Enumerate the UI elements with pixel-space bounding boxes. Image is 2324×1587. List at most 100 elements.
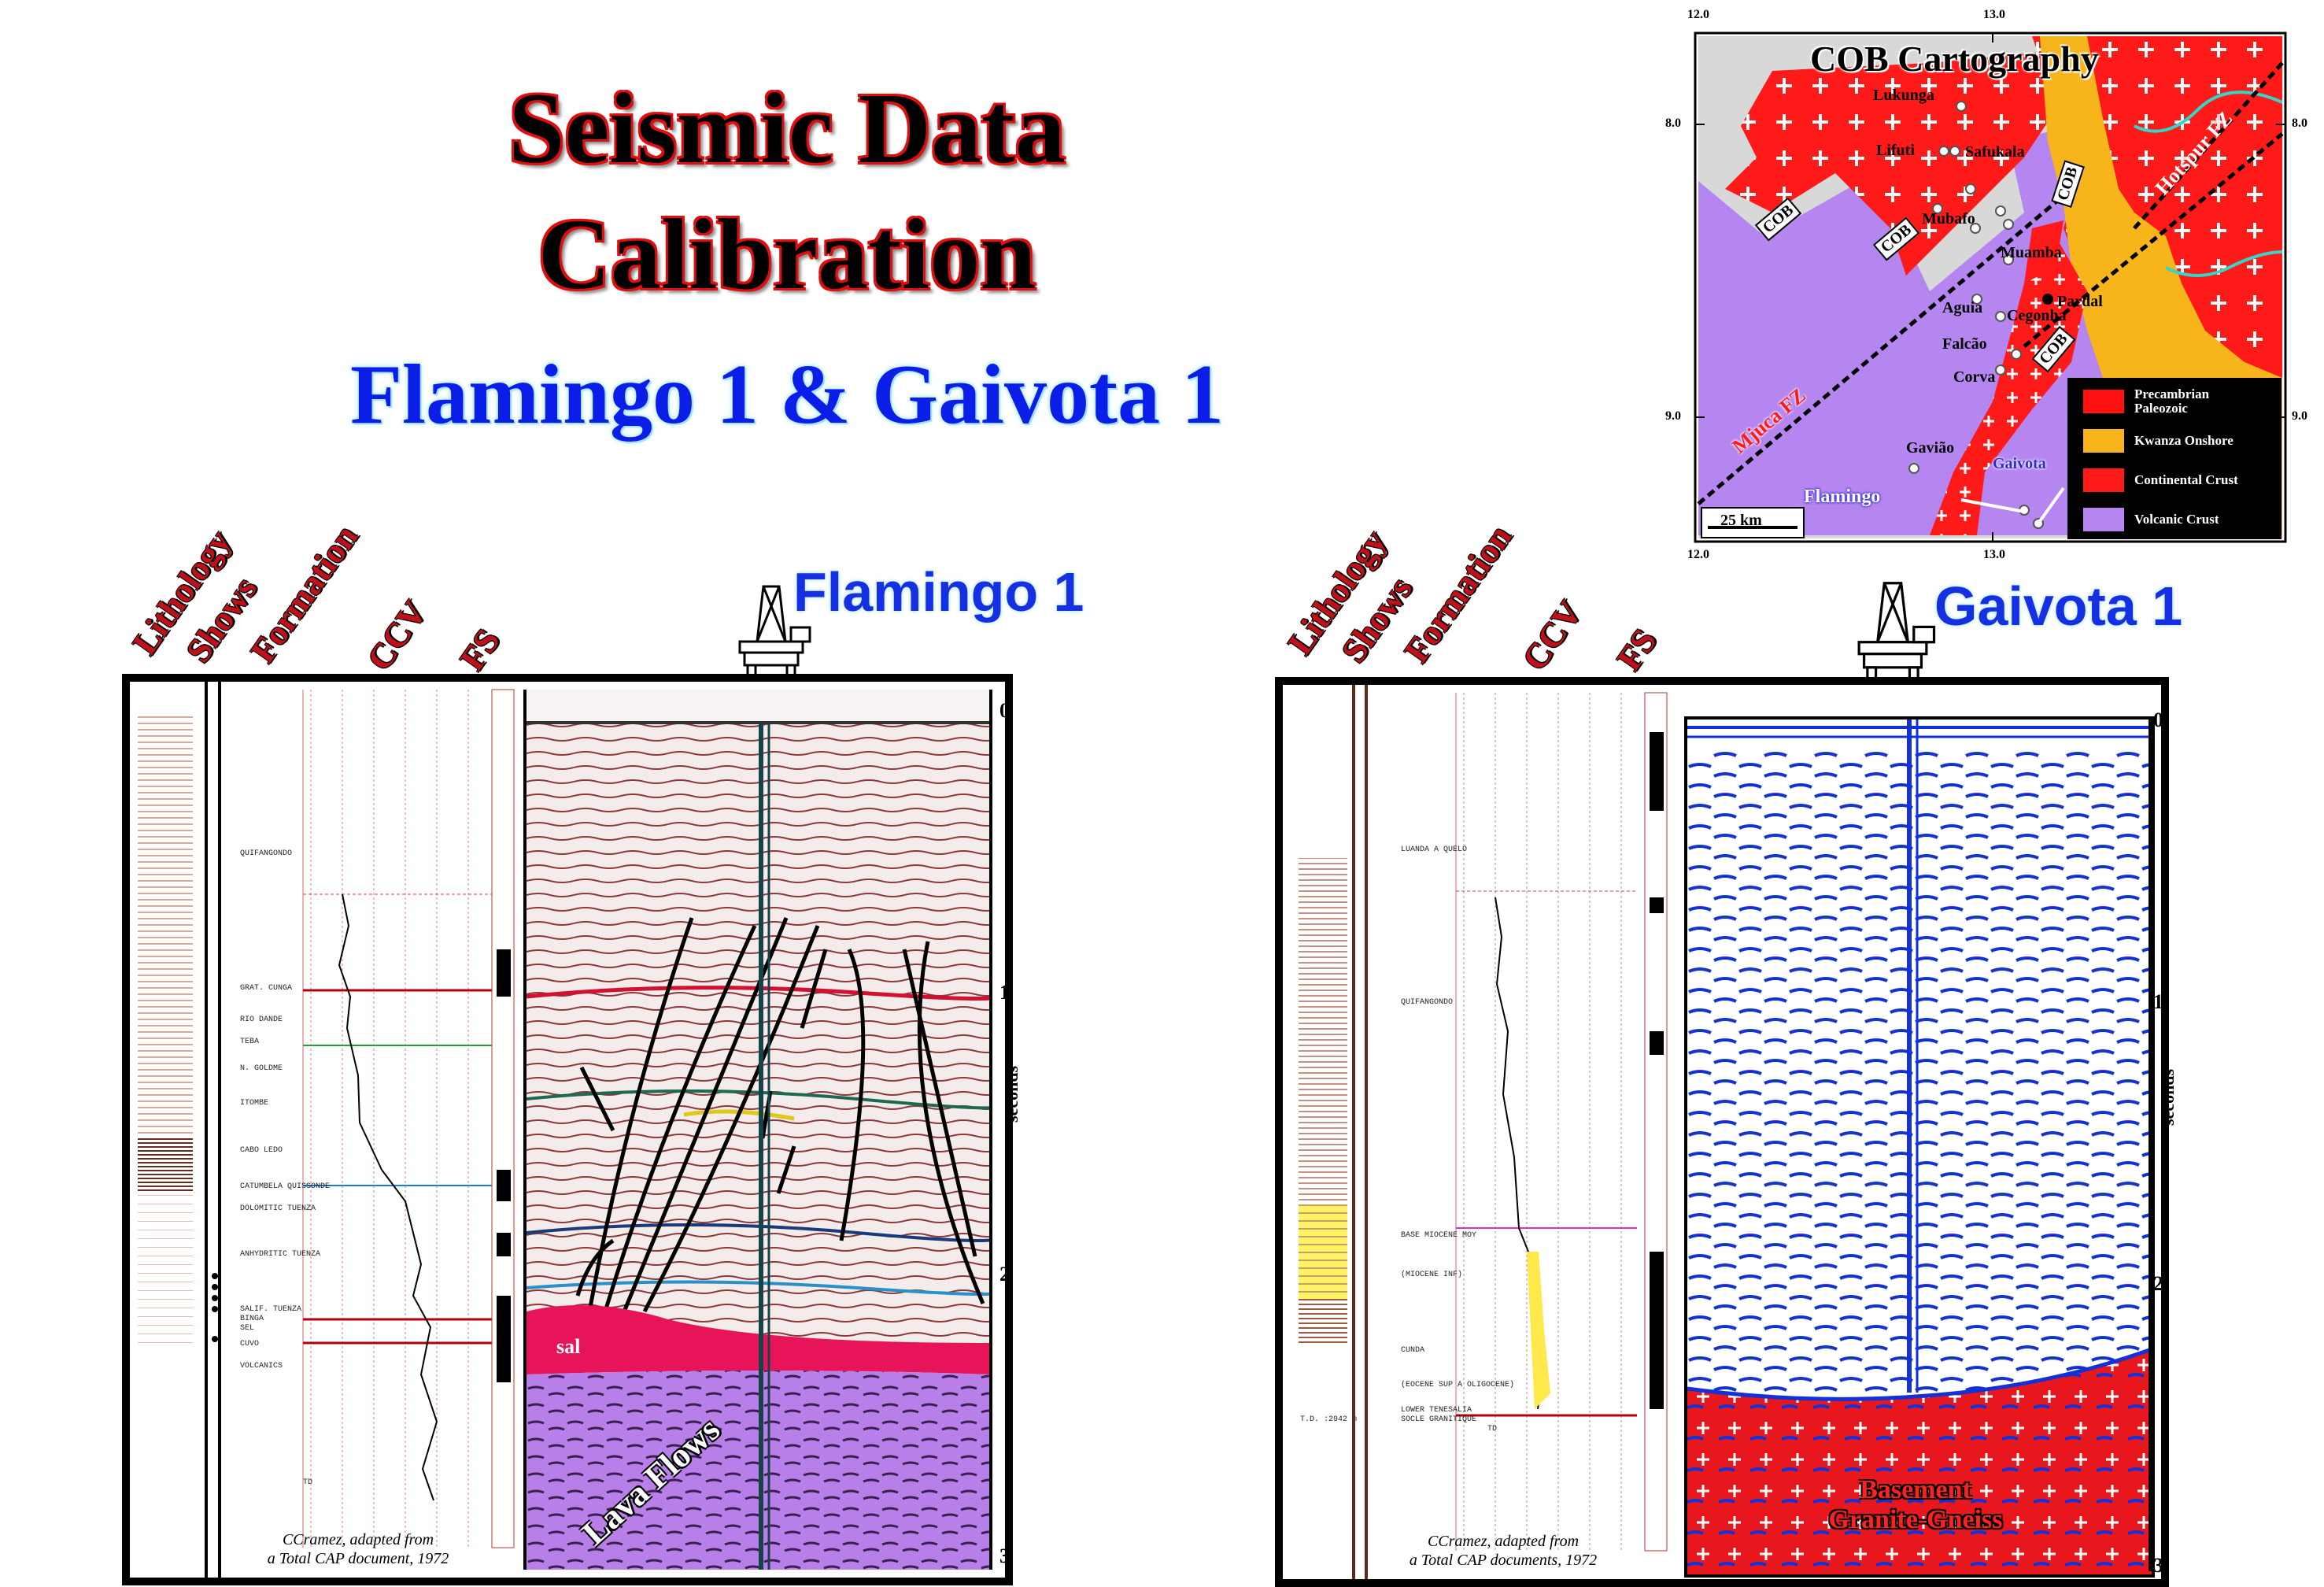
legend-label: Precambrian [2134,387,2210,401]
gaivota-divider [1352,685,1355,1579]
flamingo-time-axis [989,690,992,1570]
flamingo-credit: CCramez, adapted from a Total CAP docume… [240,1530,476,1568]
flamingo-seismic-section: sal Lava Flows [523,690,1000,1570]
cob-map-svg [1694,31,2287,543]
gaivota-tick-3: 3 [2153,1554,2163,1577]
place-safukala: Safukala [1965,143,2025,161]
place-lifuti: Lifuti [1876,142,1915,159]
flamingo-tick-2: 2 [999,1263,1010,1286]
map-title: COB Cartography [1810,39,2099,79]
flamingo-header-ccv: CCV [360,594,434,678]
gaivota-log-svg [1455,692,1668,1552]
place-gaviao: Gavião [1906,439,1955,457]
page-title-line2: Calibration [538,198,1036,310]
gaivota-basement-label: Basement Granite-Gneiss [1797,1475,2034,1535]
flamingo-lithology-column [138,713,193,1422]
flamingo-fm-6: CABO LEDO [240,1146,283,1155]
legend-swatch [2082,428,2125,453]
flamingo-seconds-label: seconds [1002,1065,1022,1123]
place-corva: Corva [1953,368,1996,386]
gaivota-header-fs: FS [1609,622,1664,678]
place-muamba: Muamba [2001,244,2062,261]
gaivota-fm-6: LOWER TENESALIA [1401,1406,1472,1415]
legend-swatch [2082,468,2125,493]
flamingo-fm-13: CUVO [240,1340,260,1348]
flamingo-fm-7: CATUMBELA QUISSONDE [240,1182,331,1191]
flamingo-title: Flamingo 1 [793,561,1084,623]
flamingo-fm-14: VOLCANICS [240,1362,283,1371]
flamingo-fm-5: ITOMBE [240,1099,269,1108]
flamingo-fm-1: GRAT. CUNGA [240,984,293,993]
flamingo-seismic-svg [526,690,1000,1570]
flamingo-tick-1: 1 [999,981,1010,1004]
flamingo-header-fs: FS [453,622,508,678]
gaivota-divider-2 [1365,685,1368,1579]
legend-item-precambrian: Precambrian Paleozoic [2071,382,2281,421]
gaivota-rig-icon [1857,582,1936,691]
gaivota-lithology-column [1299,858,1347,1409]
cob-map: 12.0 13.0 12.0 13.0 8.0 9.0 8.0 9.0 COB … [1665,8,2307,561]
place-flamingo: Flamingo [1804,486,1881,507]
gaivota-fm-0: LUANDA A QUELO [1401,845,1468,854]
gaivota-seconds-label: seconds [2158,1068,2178,1126]
place-falcao: Falcão [1942,335,1987,353]
gaivota-basement-line2: Granite-Gneiss [1828,1505,2003,1534]
flamingo-fm-0: QUIFANGONDO [240,849,293,858]
legend-swatch [2082,389,2125,414]
legend-label: Kwanza Onshore [2134,433,2233,448]
page-subtitle: Flamingo 1 & Gaivota 1 [350,348,1224,442]
place-lukunga: Lukunga [1873,87,1934,104]
place-gaivota: Gaivota [1993,455,2046,472]
flamingo-shows-dots [212,1268,218,1366]
map-left-coord-1: 8.0 [1665,117,1681,130]
gaivota-seismic-section: Basement Granite-Gneiss [1684,716,2155,1578]
map-right-coord-1: 8.0 [2292,117,2307,130]
legend-item-kwanza: Kwanza Onshore [2071,421,2281,461]
gaivota-basement-line1: Basement [1860,1475,1971,1504]
gaivota-fm-2: BASE MIOCENE MOY [1401,1231,1477,1240]
flamingo-fm-12: SEL [240,1324,255,1333]
map-bottom-coord-2: 13.0 [1983,548,2005,561]
place-cegonha: Cegonha [2007,307,2067,324]
legend-item-continental: Continental Crust [2071,461,2281,500]
flamingo-rig-icon [738,585,811,687]
place-mubafo: Mubafo [1922,210,1975,228]
legend-item-volcanic: Volcanic Crust [2071,500,2281,539]
flamingo-credit-line2: a Total CAP document, 1972 [267,1550,449,1567]
legend-label-2: Paleozoic [2134,401,2188,416]
flamingo-log-svg [302,689,515,1548]
map-top-coord-1: 12.0 [1687,8,1709,21]
flamingo-fm-8: DOLOMITIC TUENZA [240,1204,316,1213]
gaivota-fm-1: QUIFANGONDO [1401,998,1454,1007]
legend-label: Continental Crust [2134,472,2238,487]
map-legend: Precambrian Paleozoic Kwanza Onshore Cont… [2071,382,2281,539]
gaivota-time-axis [2148,716,2152,1571]
gaivota-seismic-svg [1687,720,2152,1574]
gaivota-panel: T.D. :2942 m LUANDA A QUELO QUIFANGONDO … [1275,677,2178,1587]
gaivota-fm-3: (MIOCENE INF) [1401,1271,1463,1279]
gaivota-fm-5: (EOCENE SUP A OLIGOCENE) [1401,1381,1515,1389]
gaivota-header-ccv: CCV [1515,594,1590,678]
gaivota-fm-7: SOCLE GRANITIQUE [1401,1415,1477,1424]
gaivota-title: Gaivota 1 [1934,575,2183,637]
gaivota-td-label: T.D. :2942 m [1300,1415,1358,1424]
flamingo-divider [205,682,208,1578]
flamingo-fm-2: RIO DANDE [240,1015,283,1024]
gaivota-tick-2: 2 [2153,1272,2163,1295]
legend-label: Volcanic Crust [2134,512,2219,527]
gaivota-tick-1: 1 [2153,990,2163,1013]
gaivota-tick-0: 0 [2153,708,2163,731]
gaivota-fm-4: CUNDA [1401,1346,1425,1355]
flamingo-fm-15: TD [303,1478,313,1487]
flamingo-divider-2 [218,682,221,1578]
gaivota-credit-line1: CCramez, adapted from [1427,1533,1580,1550]
map-bottom-coord-1: 12.0 [1687,548,1709,561]
map-left-coord-2: 9.0 [1665,409,1681,423]
flamingo-credit-line1: CCramez, adapted from [282,1531,434,1548]
flamingo-tick-3: 3 [999,1544,1010,1567]
place-pardal: Pardal [2057,293,2103,310]
map-top-coord-2: 13.0 [1983,8,2005,21]
page-title-line1: Seismic Data [508,72,1066,184]
flamingo-fm-9: ANHYDRITIC TUENZA [240,1250,321,1259]
legend-swatch [2082,507,2125,532]
